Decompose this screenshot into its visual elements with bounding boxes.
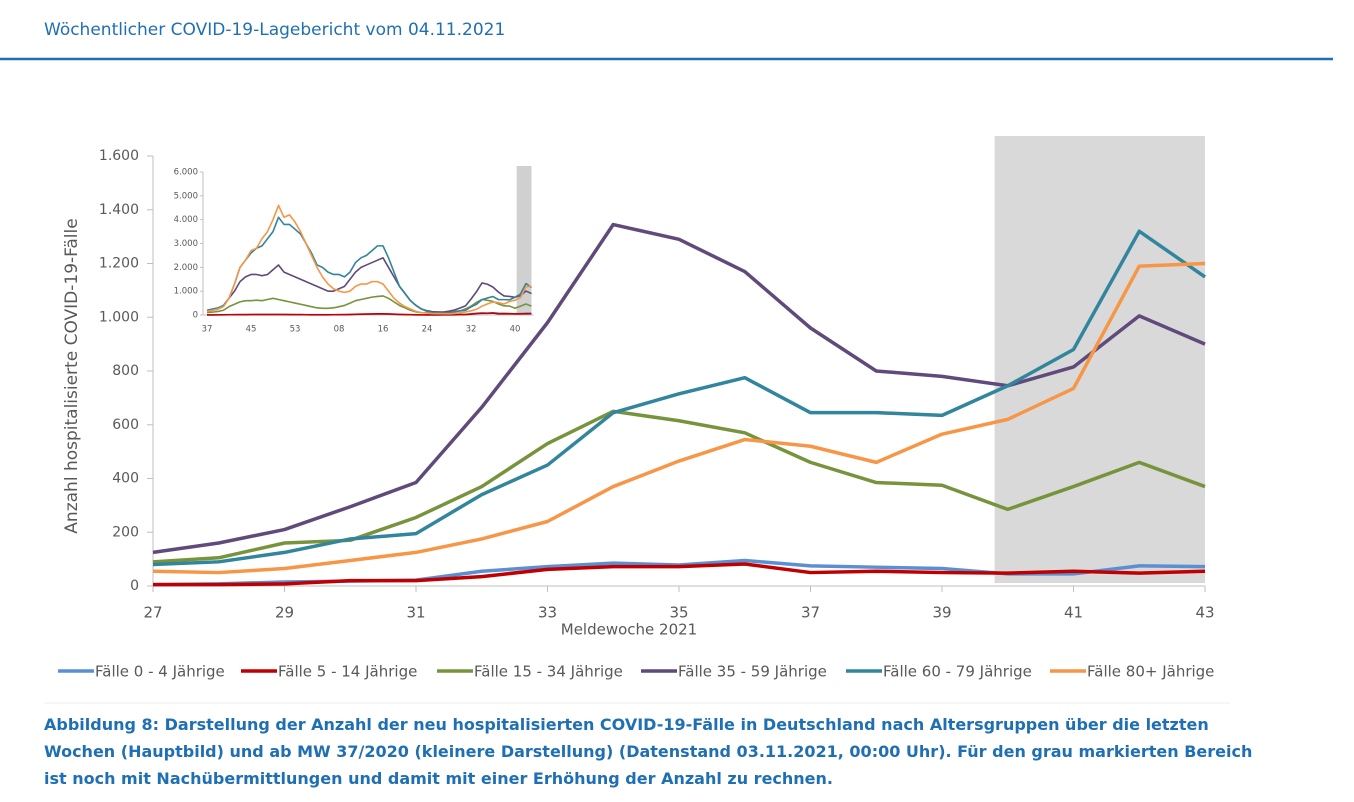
y-tick-label: 0 bbox=[130, 578, 139, 594]
inset-series-line bbox=[206, 256, 532, 313]
inset-y-tick-label: 0 bbox=[193, 311, 198, 321]
x-tick-label: 31 bbox=[406, 604, 425, 622]
inset-x-tick-label: 16 bbox=[378, 325, 389, 335]
series-line bbox=[152, 409, 1206, 564]
inset-series-line bbox=[206, 216, 532, 314]
x-tick-label: 41 bbox=[1064, 604, 1083, 622]
inset-x-tick-label: 24 bbox=[422, 325, 433, 335]
inset-x-tick-label: 08 bbox=[334, 325, 345, 335]
inset-series-line bbox=[207, 312, 532, 316]
y-tick-label: 200 bbox=[112, 524, 139, 540]
inset-series-line bbox=[206, 295, 532, 314]
y-tick-label: 800 bbox=[112, 363, 139, 379]
y-tick-label: 600 bbox=[112, 417, 139, 433]
series-line bbox=[152, 222, 1206, 555]
inset-highlight bbox=[516, 166, 532, 315]
y-tick-label: 1.400 bbox=[99, 202, 139, 218]
inset-x-tick-label: 32 bbox=[466, 325, 477, 335]
x-tick-label: 29 bbox=[275, 604, 294, 622]
inset-y-tick-label: 1.000 bbox=[174, 287, 198, 297]
x-tick-label: 43 bbox=[1195, 604, 1214, 622]
inset-x-tick-label: 45 bbox=[246, 325, 257, 335]
x-axis-label: Meldewoche 2021 bbox=[561, 621, 697, 639]
legend-label: Fälle 0 - 4 Jährige bbox=[95, 663, 225, 681]
inset-x-tick-label: 37 bbox=[202, 325, 213, 335]
highlight-region bbox=[994, 136, 1205, 583]
legend-label: Fälle 5 - 14 Jährige bbox=[278, 663, 417, 681]
inset-y-tick-label: 2.000 bbox=[174, 263, 198, 273]
x-tick-label: 27 bbox=[143, 604, 162, 622]
x-tick-label: 37 bbox=[801, 604, 820, 622]
header-title: Wöchentlicher COVID-19-Lagebericht vom 0… bbox=[44, 20, 506, 40]
y-tick-label: 400 bbox=[112, 471, 139, 487]
legend-label: Fälle 15 - 34 Jährige bbox=[474, 663, 623, 681]
series-line bbox=[152, 261, 1206, 575]
series-line bbox=[152, 229, 1206, 567]
inset-y-tick-label: 6.000 bbox=[174, 168, 198, 178]
x-tick-label: 39 bbox=[932, 604, 951, 622]
y-tick-label: 1.200 bbox=[99, 256, 139, 272]
y-axis-label: Anzahl hospitalisierte COVID-19-Fälle bbox=[62, 218, 82, 533]
figure-caption: Abbildung 8: Darstellung der Anzahl der … bbox=[44, 715, 1253, 788]
inset-y-tick-label: 5.000 bbox=[174, 191, 198, 201]
legend-label: Fälle 35 - 59 Jährige bbox=[678, 663, 827, 681]
inset-series-line bbox=[206, 204, 532, 315]
y-tick-label: 1.600 bbox=[99, 148, 139, 164]
legend-label: Fälle 60 - 79 Jährige bbox=[883, 663, 1032, 681]
legend-label: Fälle 80+ Jährige bbox=[1087, 663, 1214, 681]
inset-x-tick-label: 40 bbox=[510, 325, 521, 335]
inset-y-tick-label: 4.000 bbox=[174, 215, 198, 225]
x-tick-label: 35 bbox=[669, 604, 688, 622]
y-tick-label: 1.000 bbox=[99, 309, 139, 325]
x-tick-label: 33 bbox=[538, 604, 557, 622]
inset-y-tick-label: 3.000 bbox=[174, 239, 198, 249]
series-line bbox=[153, 562, 1206, 587]
inset-x-tick-label: 53 bbox=[290, 325, 301, 335]
